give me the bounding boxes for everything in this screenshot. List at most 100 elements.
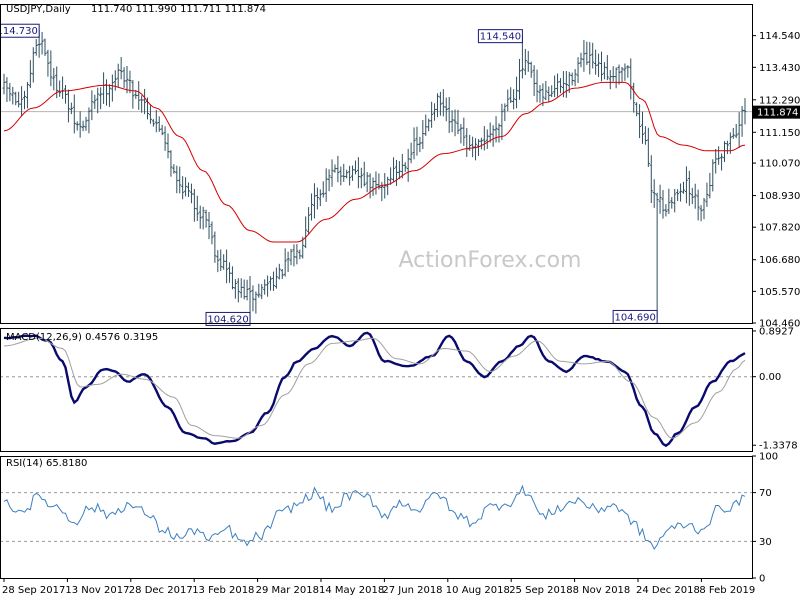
macd-y-tick-label: -1.3378 (759, 441, 798, 452)
price-bar (632, 82, 636, 113)
price-bar (441, 89, 445, 117)
price-bar (324, 168, 328, 202)
price-bar (658, 184, 662, 214)
price-annotation: 114.730 (0, 23, 40, 38)
rsi-title: RSI(14) 65.8180 (6, 458, 87, 469)
price-bar (517, 58, 521, 100)
price-bar (512, 89, 516, 110)
price-bar (667, 188, 671, 214)
price-bar (599, 51, 603, 82)
macd-title: MACD(12,26,9) 0.4576 0.3195 (6, 332, 158, 343)
price-bar (661, 189, 665, 219)
price-bar (649, 155, 653, 204)
price-bar (43, 38, 47, 56)
price-bar (154, 110, 158, 133)
price-bar (418, 136, 422, 153)
price-bar (638, 104, 642, 139)
price-bar (392, 157, 396, 183)
price-bar (687, 170, 691, 206)
price-y-tick-label: 112.290 (759, 95, 800, 106)
price-bar (113, 70, 117, 91)
price-bar (99, 87, 103, 110)
price-bar (23, 90, 27, 110)
rsi-indicator (0, 484, 752, 551)
price-annotation: 104.690 (612, 309, 658, 324)
price-bar (84, 116, 88, 131)
price-bar (415, 126, 419, 156)
price-bar (488, 122, 492, 143)
price-bar (693, 183, 697, 209)
price-bar (389, 167, 393, 185)
price-bar (491, 125, 495, 147)
price-bar (49, 50, 53, 87)
price-bar (740, 106, 744, 137)
price-bar (269, 276, 273, 291)
price-bar (263, 279, 267, 295)
price-bar (526, 50, 530, 72)
price-bar (107, 84, 111, 107)
chart-ohlc-readout: 111.740 111.990 111.711 111.874 (91, 4, 266, 15)
price-bar (421, 120, 425, 149)
price-bar (280, 268, 284, 280)
x-tick-label: 28 Dec 2017 (129, 585, 193, 596)
price-bar (447, 96, 451, 133)
moving-average-line (3, 81, 746, 243)
price-bar (201, 206, 205, 230)
price-bar (717, 146, 721, 165)
chart-symbol-label: USDJPY,Daily (6, 4, 71, 15)
price-bar (163, 126, 167, 151)
rsi-y-tick-label: 100 (759, 452, 778, 463)
price-bar (189, 183, 193, 204)
price-bar (58, 80, 62, 97)
price-bar (110, 74, 114, 102)
price-bar (725, 140, 729, 155)
price-bar (430, 101, 434, 128)
price-bar (582, 39, 586, 72)
price-bar (66, 89, 70, 123)
price-bar (140, 95, 144, 113)
panel-frames (0, 4, 753, 579)
price-bar (187, 182, 191, 198)
price-bar (714, 148, 718, 174)
price-bar (515, 76, 519, 109)
rsi-line (3, 484, 746, 551)
price-bar (289, 248, 293, 266)
price-bar (579, 52, 583, 68)
price-bar (403, 162, 407, 172)
price-bar (157, 116, 161, 132)
annotation-label: 114.730 (0, 26, 38, 37)
price-bar (28, 60, 32, 88)
price-bar (2, 73, 6, 95)
price-y-tick-label: 104.460 (759, 319, 800, 330)
price-bar (594, 49, 598, 75)
price-bar (342, 163, 346, 182)
price-bar (8, 82, 12, 102)
price-bar (292, 244, 296, 267)
current-price-badge-box (753, 105, 800, 119)
price-bar (356, 157, 360, 189)
price-bar (462, 117, 466, 146)
price-bar (690, 187, 694, 205)
annotation-label: 104.620 (207, 314, 248, 325)
price-bar (160, 124, 164, 136)
price-bar (257, 283, 261, 298)
price-bar (500, 103, 504, 140)
price-bar (327, 169, 331, 192)
price-bar (450, 110, 454, 133)
price-bar (722, 141, 726, 162)
price-bar (427, 118, 431, 132)
macd-y-tick-label: 0.8927 (759, 326, 794, 337)
price-bar (34, 39, 38, 56)
price-bar (195, 195, 199, 222)
price-bar (476, 139, 480, 157)
x-tick-label: 13 Feb 2018 (192, 585, 254, 596)
price-bar (602, 62, 606, 80)
rsi-y-tick-label: 30 (759, 537, 772, 548)
price-bar (608, 70, 612, 90)
price-y-tick-label: 114.540 (759, 31, 800, 42)
price-bar (611, 66, 615, 82)
price-bar (301, 236, 305, 259)
price-bar (236, 278, 240, 303)
price-bar (591, 42, 595, 69)
